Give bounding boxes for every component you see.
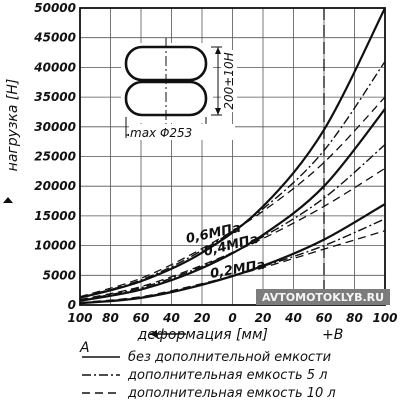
legend-label-0: без дополнительной емкости [128, 350, 331, 365]
y-axis-label: нагрузка [Н] [5, 79, 21, 172]
air-spring-inset: 200±10Н max Φ253 [121, 38, 237, 140]
x-tick-label-4: 20 [194, 311, 211, 325]
x-tick-label-5: 0 [228, 311, 236, 325]
series-line-2 [79, 96, 386, 298]
axes [79, 7, 386, 306]
y-tick-label-6: 20000 [34, 179, 76, 193]
y-axis-arrow [3, 197, 13, 203]
y-tick-label-2: 40000 [33, 60, 76, 74]
y-tick-label-9: 5000 [43, 268, 76, 282]
x-axis-arrow-head [150, 330, 157, 338]
x-tick-label-0: 100 [67, 311, 92, 325]
series-line-3 [79, 108, 386, 302]
y-tick-label-5: 25000 [34, 150, 76, 164]
x-axis-label-suffix: +В [322, 327, 343, 343]
y-tick-labels: 5000045000400003500030000250002000015000… [33, 1, 76, 312]
y-tick-label-10: 0 [68, 298, 76, 312]
x-tick-label-6: 20 [255, 311, 272, 325]
y-tick-label-7: 15000 [34, 209, 76, 223]
x-axis-end-label: A [79, 340, 90, 356]
y-tick-label-8: 10000 [34, 239, 76, 253]
x-tick-label-10: 100 [372, 311, 397, 325]
x-tick-label-2: 60 [133, 311, 150, 325]
x-axis-label: деформация [мм] [137, 327, 268, 343]
plot-frame [79, 7, 386, 306]
x-tick-label-1: 80 [102, 311, 119, 325]
x-tick-label-9: 80 [346, 311, 363, 325]
y-tick-label-1: 45000 [33, 31, 76, 45]
curves [79, 7, 386, 305]
inset-height-label: 200±10Н [222, 52, 236, 109]
legend: без дополнительной емкости дополнительная… [82, 350, 336, 401]
y-tick-label-0: 50000 [34, 1, 76, 15]
x-tick-label-3: 40 [162, 311, 180, 325]
x-tick-label-7: 40 [284, 311, 302, 325]
watermark-text: AVTOMOTOKLYB.RU [262, 291, 384, 304]
watermark: AVTOMOTOKLYB.RU [256, 289, 390, 305]
x-tick-label-8: 60 [316, 311, 333, 325]
series-line-5 [79, 167, 386, 301]
inset-diameter-label: max Φ253 [130, 126, 192, 140]
legend-label-1: дополнительная емкость 5 л [127, 368, 327, 383]
y-tick-label-4: 30000 [34, 120, 76, 134]
legend-label-2: дополнительная емкость 10 л [127, 386, 336, 401]
x-tick-labels: 100 80 60 40 20 0 20 40 60 80 100 [67, 311, 397, 325]
series-line-8 [79, 230, 386, 304]
y-tick-label-3: 35000 [34, 90, 76, 104]
